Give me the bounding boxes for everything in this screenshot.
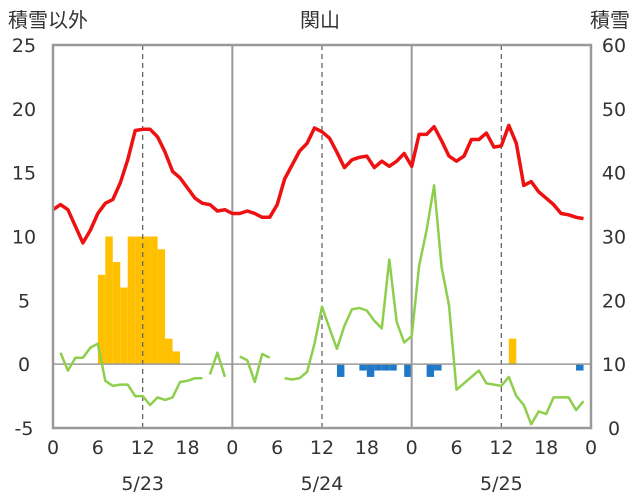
x-tick-label: 18	[355, 437, 379, 459]
chart-title: 関山	[300, 8, 340, 32]
left-tick-label: 10	[12, 227, 36, 249]
left-tick-label: 5	[18, 290, 30, 312]
right-tick-label: 50	[602, 99, 626, 121]
x-tick-label: 0	[226, 437, 238, 459]
left-axis-label: 積雪以外	[8, 8, 88, 32]
bar-0-10	[172, 351, 181, 365]
left-tick-label: 0	[18, 354, 30, 376]
line-series-1-seg-0	[59, 342, 203, 407]
x-tick-label: 18	[175, 437, 199, 459]
bar-0-8	[157, 249, 166, 365]
line-series-1-seg-2	[239, 352, 271, 384]
grid-layer	[53, 45, 591, 428]
bar-1-1	[359, 364, 367, 371]
x-tick-label: 12	[489, 437, 513, 459]
bar-0-0	[97, 274, 106, 365]
line-series-0-seg-0	[52, 123, 584, 245]
x-tick-label: 6	[450, 437, 462, 459]
left-tick-label: -5	[15, 418, 34, 440]
bar-1-9	[576, 364, 584, 371]
right-tick-label: 40	[602, 163, 626, 185]
date-label: 5/23	[121, 473, 164, 495]
right-tick-label: 30	[602, 227, 626, 249]
bar-0-2	[112, 262, 121, 365]
plot-frame	[51, 43, 593, 430]
bar-1-6	[404, 364, 412, 377]
bar-1-2	[366, 364, 375, 377]
bar-0-7	[150, 236, 158, 365]
bar-0-9	[165, 338, 173, 365]
x-tick-label: 12	[310, 437, 334, 459]
bar-0-4	[127, 236, 136, 365]
date-label: 5/25	[480, 473, 523, 495]
right-tick-label: 10	[602, 354, 626, 376]
x-tick-label: 12	[131, 437, 155, 459]
date-label: 5/24	[301, 473, 344, 495]
bar-0-6	[142, 236, 151, 365]
right-tick-label: 0	[608, 418, 620, 440]
right-axis-label: 積雪	[590, 8, 630, 32]
bar-0-5	[135, 236, 143, 365]
bar-1-5	[389, 364, 397, 371]
bars-layer	[97, 236, 584, 377]
x-tick-label: 0	[47, 437, 59, 459]
bar-0-3	[120, 287, 128, 365]
right-tick-label: 20	[602, 290, 626, 312]
bar-0-1	[105, 236, 113, 365]
right-tick-label: 60	[602, 35, 626, 57]
x-tick-label: 0	[585, 437, 597, 459]
bar-1-0	[336, 364, 345, 377]
bar-1-3	[374, 364, 382, 371]
lines-layer	[52, 123, 585, 426]
bar-0-11	[508, 338, 517, 365]
bar-1-8	[434, 364, 442, 371]
x-tick-label: 0	[406, 437, 418, 459]
line-series-1-seg-3	[284, 184, 585, 426]
x-tick-label: 6	[271, 437, 283, 459]
left-tick-label: 15	[12, 163, 36, 185]
x-tick-label: 18	[534, 437, 558, 459]
left-tick-label: 20	[12, 99, 36, 121]
line-series-1-seg-1	[208, 351, 227, 378]
bar-1-4	[381, 364, 390, 371]
x-tick-label: 6	[92, 437, 104, 459]
bar-1-7	[426, 364, 435, 377]
left-tick-label: 25	[12, 35, 36, 57]
